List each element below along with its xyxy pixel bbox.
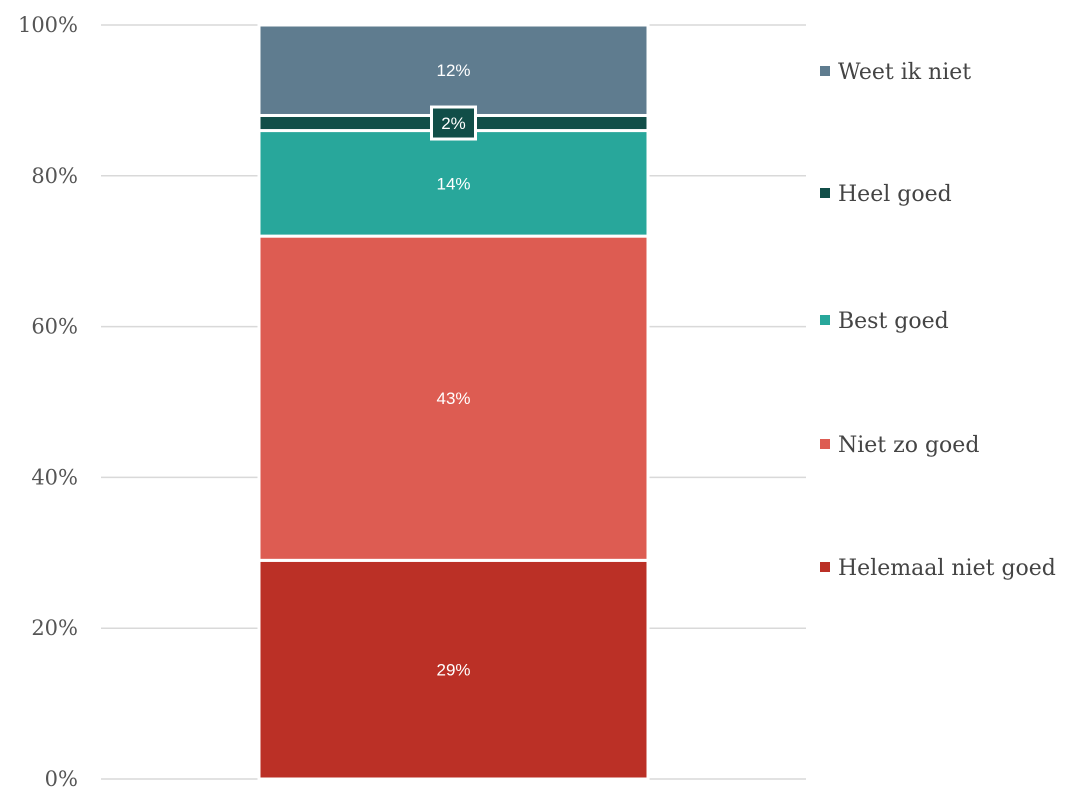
y-tick-label: 20% bbox=[31, 616, 78, 640]
legend: Weet ik niet Heel goed Best goed Niet zo go… bbox=[820, 60, 1056, 581]
legend-label: Niet zo goed bbox=[838, 433, 979, 458]
bar-segment bbox=[257, 129, 650, 238]
data-label: 2% bbox=[441, 114, 466, 133]
legend-label: Weet ik niet bbox=[838, 60, 971, 85]
legend-label: Helemaal niet goed bbox=[838, 556, 1056, 581]
y-tick-label: 40% bbox=[31, 465, 78, 489]
legend-label: Best goed bbox=[838, 309, 949, 334]
data-label: 29% bbox=[436, 661, 470, 680]
legend-swatch bbox=[820, 562, 830, 572]
legend-swatch bbox=[820, 315, 830, 325]
y-axis: 0% 20% 40% 60% 80% 100% bbox=[18, 13, 78, 789]
legend-swatch bbox=[820, 439, 830, 449]
bar-segment bbox=[257, 558, 650, 781]
y-tick-label: 0% bbox=[45, 767, 78, 789]
segment-labels: 29% 43% 14% 2% 12% bbox=[430, 61, 477, 680]
data-label-box bbox=[430, 105, 477, 141]
bar-segment bbox=[257, 234, 650, 562]
y-tick-label: 100% bbox=[18, 13, 78, 37]
legend-swatch bbox=[820, 188, 830, 198]
y-tick-label: 60% bbox=[31, 315, 78, 339]
bar-stack bbox=[257, 23, 650, 781]
y-tick-label: 80% bbox=[31, 164, 78, 188]
legend-label: Heel goed bbox=[838, 182, 952, 207]
data-label: 12% bbox=[436, 61, 470, 80]
legend-swatch bbox=[820, 66, 830, 76]
data-label: 14% bbox=[436, 174, 470, 193]
data-label: 43% bbox=[436, 389, 470, 408]
